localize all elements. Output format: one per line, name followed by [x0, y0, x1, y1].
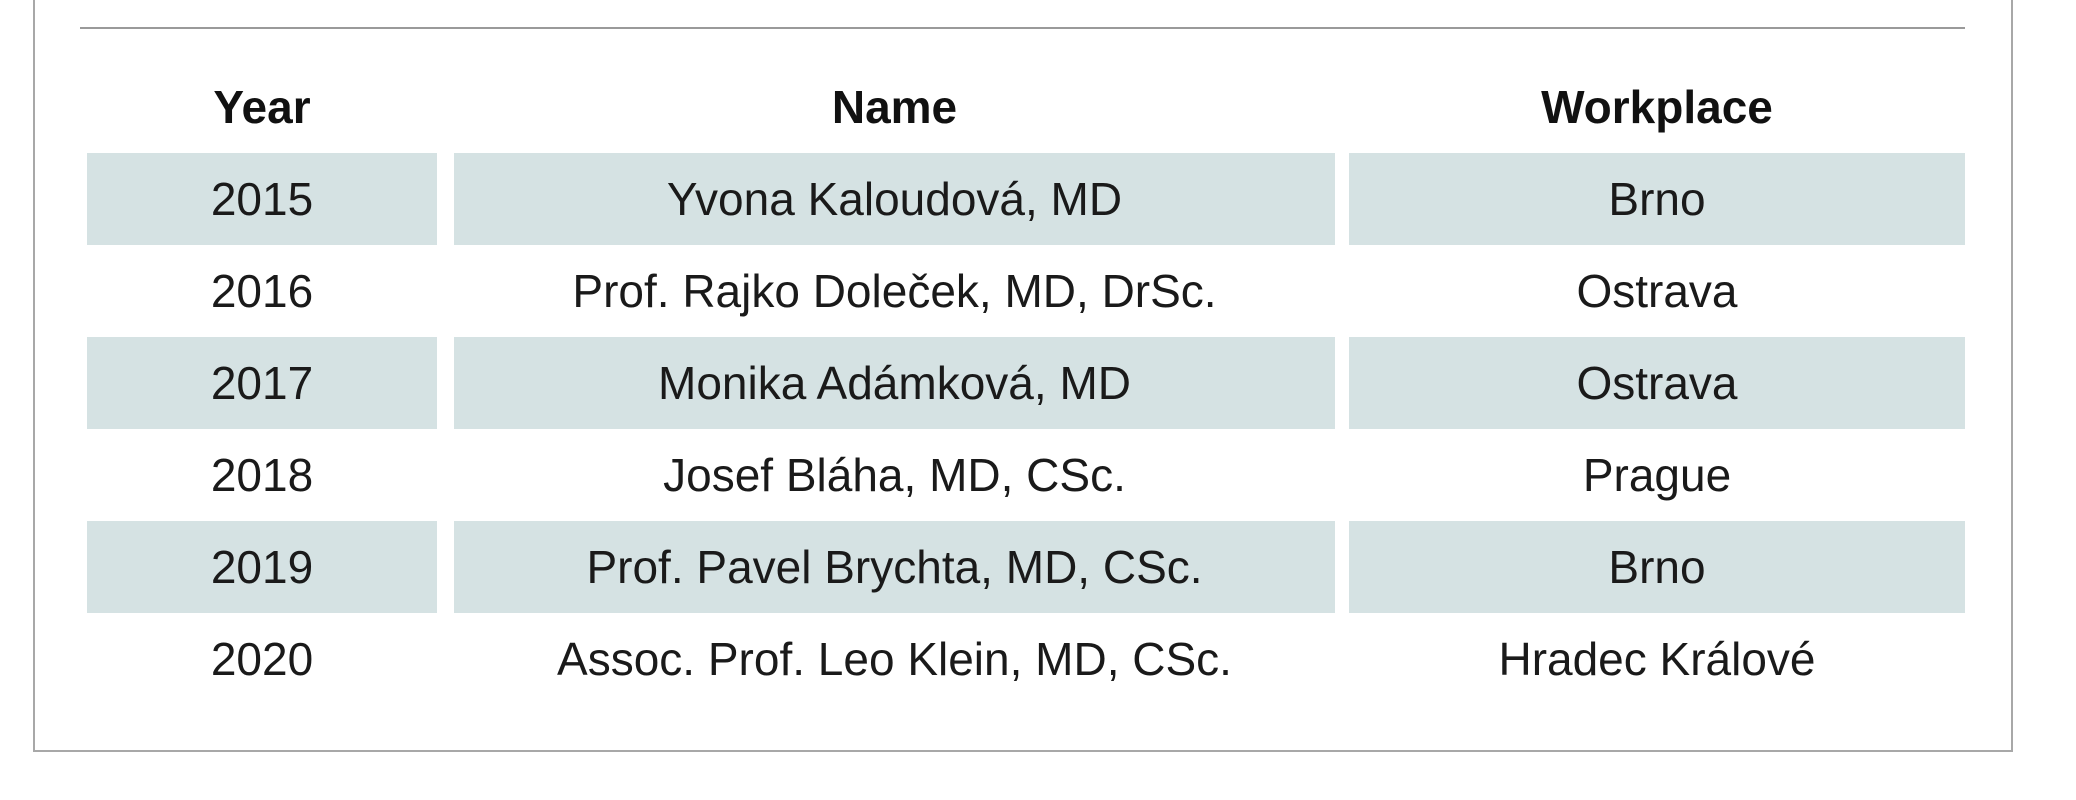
- top-rule: [80, 27, 1965, 29]
- table-row: 2016 Prof. Rajko Doleček, MD, DrSc. Ostr…: [87, 245, 1965, 337]
- table-row: 2017 Monika Adámková, MD Ostrava: [87, 337, 1965, 429]
- cell-name: Prof. Rajko Doleček, MD, DrSc.: [572, 265, 1217, 317]
- cell-year: 2020: [210, 633, 314, 685]
- cell-year: 2016: [210, 265, 314, 317]
- cell-workplace: Prague: [1582, 449, 1732, 501]
- cell-name: Josef Bláha, MD, CSc.: [663, 449, 1126, 501]
- cell-name: Assoc. Prof. Leo Klein, MD, CSc.: [557, 633, 1232, 685]
- table-row: 2015 Yvona Kaloudová, MD Brno: [87, 153, 1965, 245]
- header-name: Name: [831, 81, 958, 133]
- table-row: 2019 Prof. Pavel Brychta, MD, CSc. Brno: [87, 521, 1965, 613]
- table-header-row: Year Name Workplace: [87, 61, 1965, 153]
- cell-year: 2019: [87, 521, 437, 613]
- cell-name: Prof. Pavel Brychta, MD, CSc.: [454, 521, 1335, 613]
- header-year: Year: [213, 81, 311, 133]
- cell-workplace: Brno: [1349, 153, 1965, 245]
- cell-year: 2015: [87, 153, 437, 245]
- cell-year: 2017: [87, 337, 437, 429]
- cell-workplace: Ostrava: [1349, 337, 1965, 429]
- cell-workplace: Ostrava: [1576, 265, 1738, 317]
- cell-year: 2018: [210, 449, 314, 501]
- cell-name: Monika Adámková, MD: [454, 337, 1335, 429]
- table-row: 2018 Josef Bláha, MD, CSc. Prague: [87, 429, 1965, 521]
- cell-workplace: Hradec Králové: [1498, 633, 1816, 685]
- cell-workplace: Brno: [1349, 521, 1965, 613]
- awards-table: Year Name Workplace 2015 Yvona Kaloudová…: [87, 61, 1965, 705]
- header-workplace: Workplace: [1541, 81, 1773, 133]
- table-row: 2020 Assoc. Prof. Leo Klein, MD, CSc. Hr…: [87, 613, 1965, 705]
- cell-name: Yvona Kaloudová, MD: [454, 153, 1335, 245]
